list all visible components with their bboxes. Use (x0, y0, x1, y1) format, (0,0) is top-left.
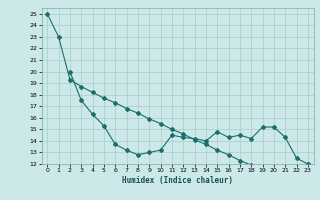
X-axis label: Humidex (Indice chaleur): Humidex (Indice chaleur) (122, 176, 233, 185)
